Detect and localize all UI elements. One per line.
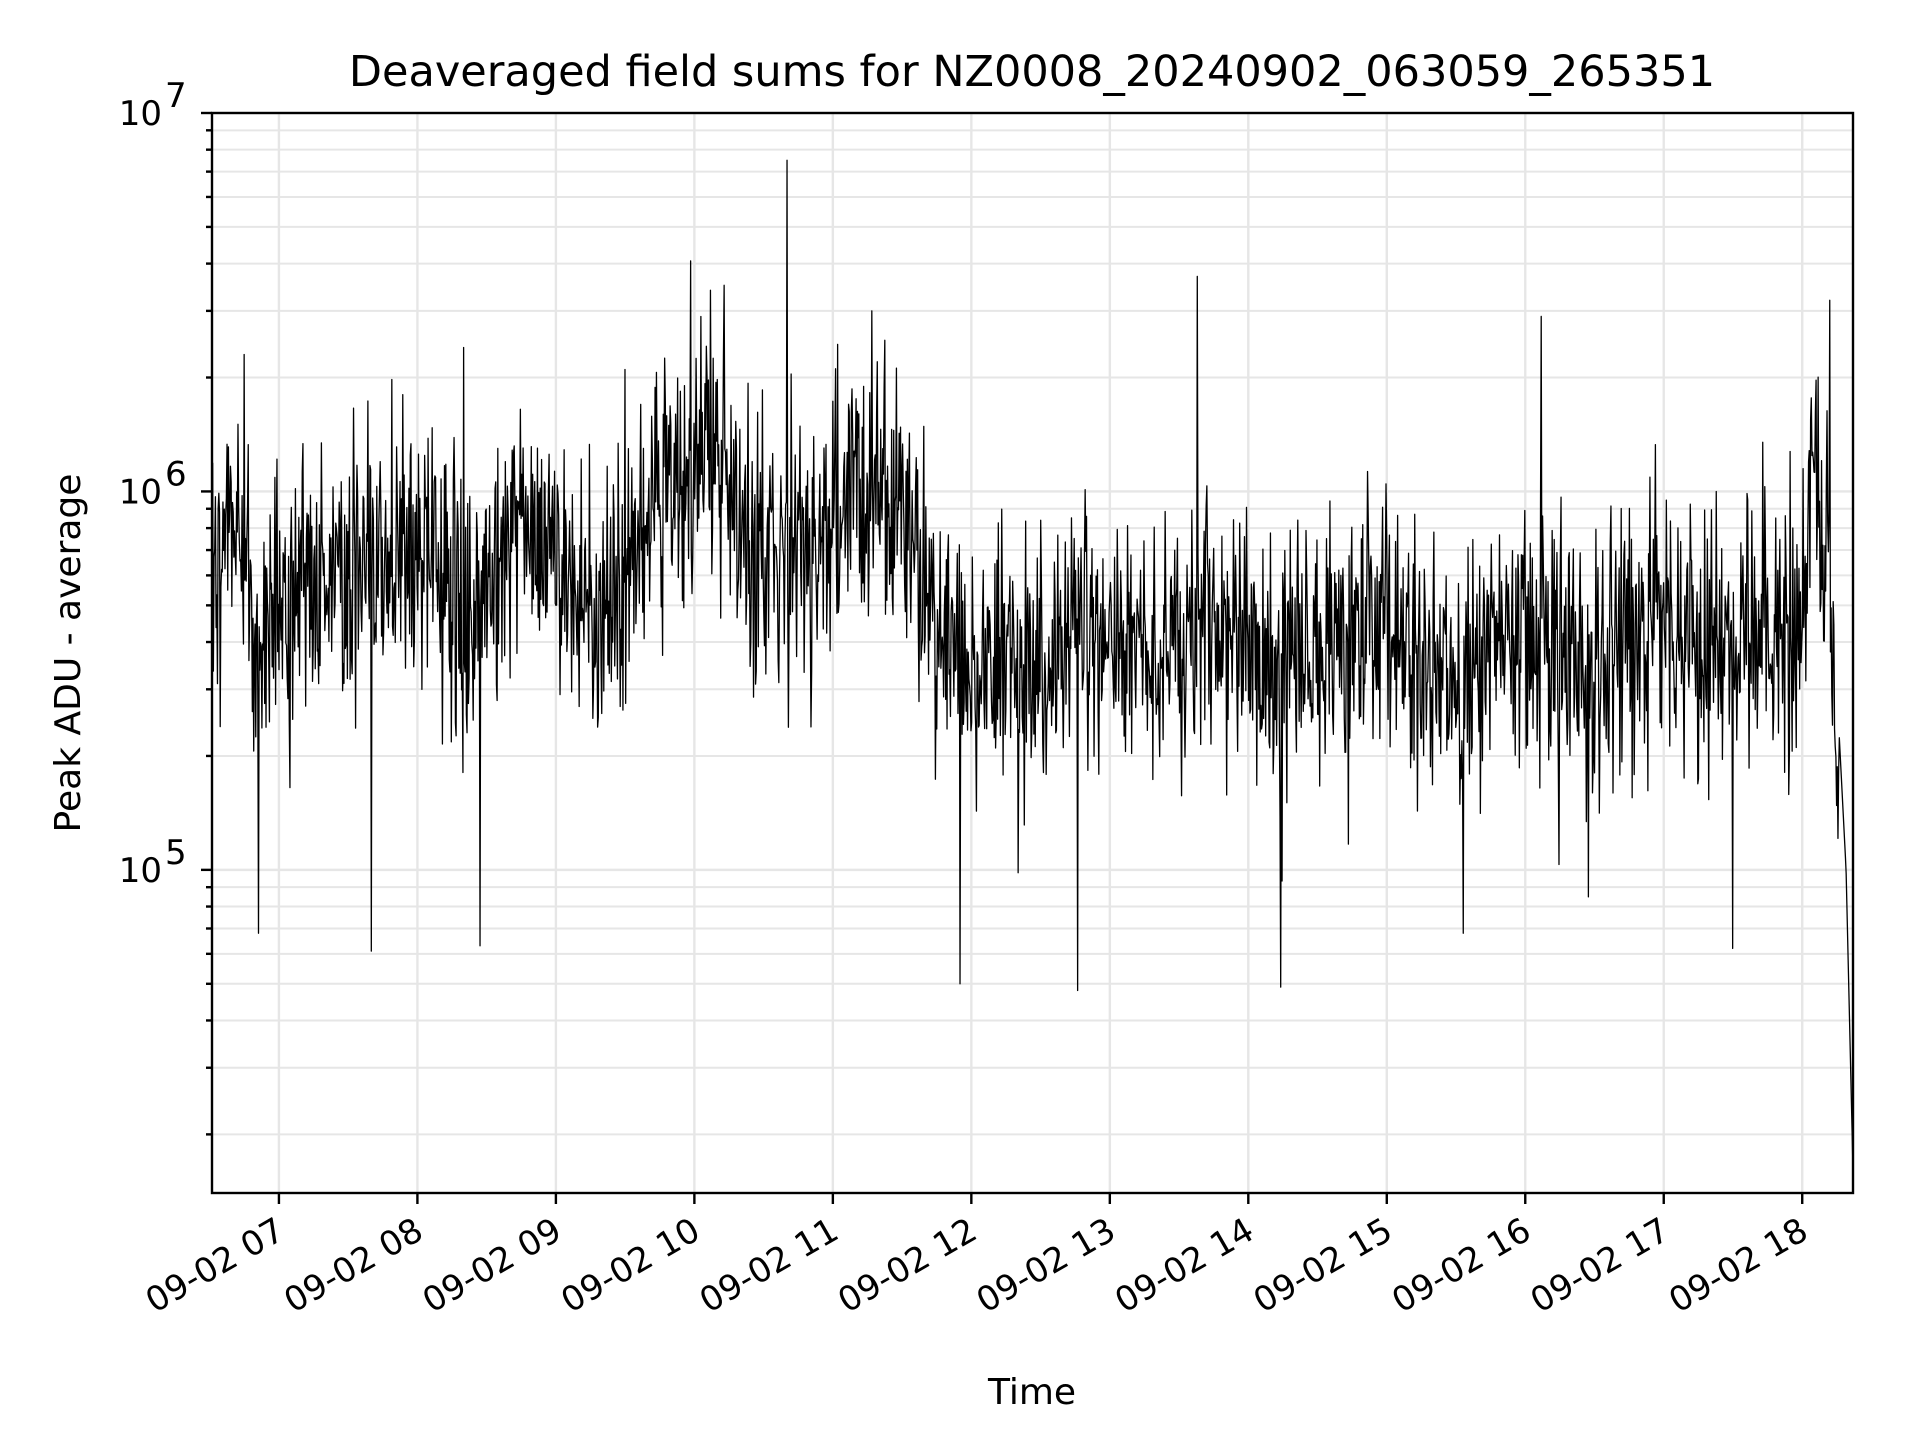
y-tick-label: 10 [119,851,162,891]
chart-title: Deaveraged field sums for NZ0008_2024090… [349,47,1715,97]
y-tick-exponent: 7 [165,76,187,116]
y-tick-exponent: 6 [165,454,187,494]
plot-frame [210,111,1855,1195]
x-axis-label: Time [987,1372,1076,1413]
series-layer [211,159,1854,1172]
y-tick-exponent: 5 [165,833,187,873]
y-tick-label: 10 [119,472,162,512]
series-line [211,159,1854,1172]
y-axis-label: Peak ADU - average [48,474,89,833]
y-tick-label: 10 [119,94,162,134]
